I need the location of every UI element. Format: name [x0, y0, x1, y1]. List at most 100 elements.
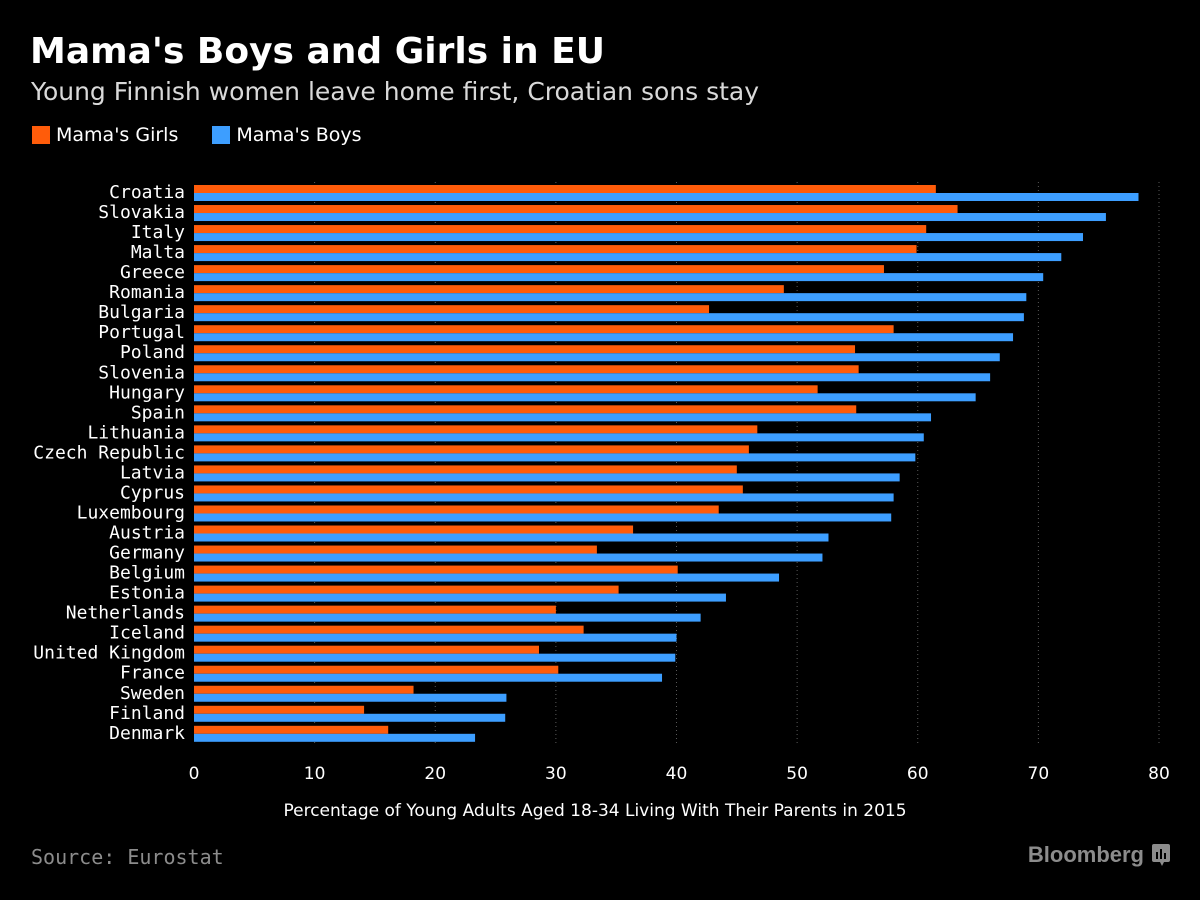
legend-swatch-girls	[32, 126, 50, 144]
bar-boys	[194, 733, 476, 742]
x-tick-label: 20	[424, 764, 446, 784]
bloomberg-terminal-icon	[1152, 844, 1170, 866]
category-label: Romania	[109, 282, 185, 303]
bars	[194, 185, 1139, 742]
bar-girls	[194, 225, 927, 234]
bar-girls	[194, 485, 743, 494]
bar-girls	[194, 265, 884, 274]
category-label: Germany	[109, 543, 185, 564]
legend-item-boys: Mama's Boys	[212, 124, 362, 146]
bar-girls	[194, 345, 856, 354]
category-label: Austria	[109, 523, 185, 544]
bar-boys	[194, 693, 507, 702]
bar-boys	[194, 493, 894, 502]
bar-girls	[194, 445, 749, 454]
x-tick-label: 60	[907, 764, 929, 784]
category-label: Cyprus	[120, 482, 185, 503]
category-label: Finland	[109, 703, 185, 724]
bar-boys	[194, 393, 976, 402]
category-label: Greece	[120, 262, 185, 283]
bar-boys	[194, 553, 823, 562]
bar-boys	[194, 573, 780, 582]
bar-girls	[194, 505, 719, 514]
category-label: Hungary	[109, 382, 185, 403]
bar-girls	[194, 425, 758, 434]
bar-boys	[194, 673, 663, 682]
bar-girls	[194, 285, 784, 294]
category-label: Italy	[131, 222, 185, 243]
x-tick-label: 0	[189, 764, 200, 784]
brand-name: Bloomberg	[1027, 842, 1144, 867]
category-label: Spain	[131, 402, 185, 423]
bar-boys	[194, 453, 916, 462]
category-label: Luxembourg	[77, 502, 185, 523]
category-labels: CroatiaSlovakiaItalyMaltaGreeceRomaniaBu…	[33, 182, 185, 744]
bar-girls	[194, 725, 389, 734]
category-label: Portugal	[98, 322, 185, 343]
bar-boys	[194, 413, 932, 422]
category-label: United Kingdom	[33, 643, 185, 664]
legend-swatch-boys	[212, 126, 231, 144]
category-label: Slovenia	[98, 362, 185, 383]
bar-girls	[194, 585, 619, 594]
chart-title: Mama's Boys and Girls in EU	[30, 31, 605, 72]
bar-boys	[194, 293, 1027, 302]
bar-boys	[194, 193, 1139, 201]
category-label: Czech Republic	[33, 442, 185, 463]
x-tick-label: 80	[1148, 764, 1170, 784]
category-label: Iceland	[109, 623, 185, 644]
category-label: Estonia	[109, 583, 185, 604]
chart-subtitle: Young Finnish women leave home first, Cr…	[31, 77, 760, 106]
bar-girls	[194, 365, 859, 374]
source-note: Source: Eurostat	[31, 845, 224, 869]
bar-girls	[194, 685, 414, 694]
category-label: France	[120, 663, 185, 684]
legend-item-girls: Mama's Girls	[32, 124, 178, 146]
category-label: Bulgaria	[98, 302, 185, 323]
bar-girls	[194, 185, 936, 193]
x-tick-label: 70	[1028, 764, 1050, 784]
bar-girls	[194, 405, 857, 414]
bar-girls	[194, 245, 917, 254]
bar-boys	[194, 613, 701, 622]
bar-girls	[194, 645, 539, 654]
bar-boys	[194, 513, 892, 522]
bar-boys	[194, 593, 726, 602]
category-label: Lithuania	[87, 422, 185, 443]
bar-girls	[194, 625, 584, 634]
bar-boys	[194, 713, 506, 722]
category-label: Malta	[131, 242, 185, 263]
bar-boys	[194, 253, 1062, 262]
bar-girls	[194, 565, 678, 574]
bar-girls	[194, 545, 597, 554]
bar-boys	[194, 533, 829, 542]
bar-boys	[194, 333, 1014, 342]
category-label: Denmark	[109, 723, 185, 744]
bar-girls	[194, 385, 818, 394]
bar-girls	[194, 665, 559, 674]
bar-girls	[194, 605, 556, 614]
bar-boys	[194, 273, 1044, 282]
bar-girls	[194, 705, 365, 714]
category-label: Latvia	[120, 462, 185, 483]
x-tick-label: 50	[786, 764, 808, 784]
bar-girls	[194, 465, 737, 474]
bar-boys	[194, 653, 676, 662]
x-axis-ticks: 0 10 20 30 40 50 60 70 80	[189, 764, 1170, 784]
bar-boys	[194, 473, 900, 482]
category-label: Netherlands	[66, 603, 185, 624]
x-axis-label: Percentage of Young Adults Aged 18-34 Li…	[283, 801, 906, 821]
bar-girls	[194, 205, 958, 214]
x-tick-label: 10	[304, 764, 326, 784]
x-tick-label: 40	[666, 764, 688, 784]
bar-boys	[194, 213, 1106, 222]
bar-boys	[194, 633, 677, 642]
x-tick-label: 30	[545, 764, 567, 784]
bar-boys	[194, 233, 1084, 242]
bar-girls	[194, 525, 634, 534]
category-label: Belgium	[109, 563, 185, 584]
category-label: Sweden	[120, 683, 185, 704]
bar-girls	[194, 325, 894, 334]
legend-label-boys: Mama's Boys	[236, 124, 362, 146]
